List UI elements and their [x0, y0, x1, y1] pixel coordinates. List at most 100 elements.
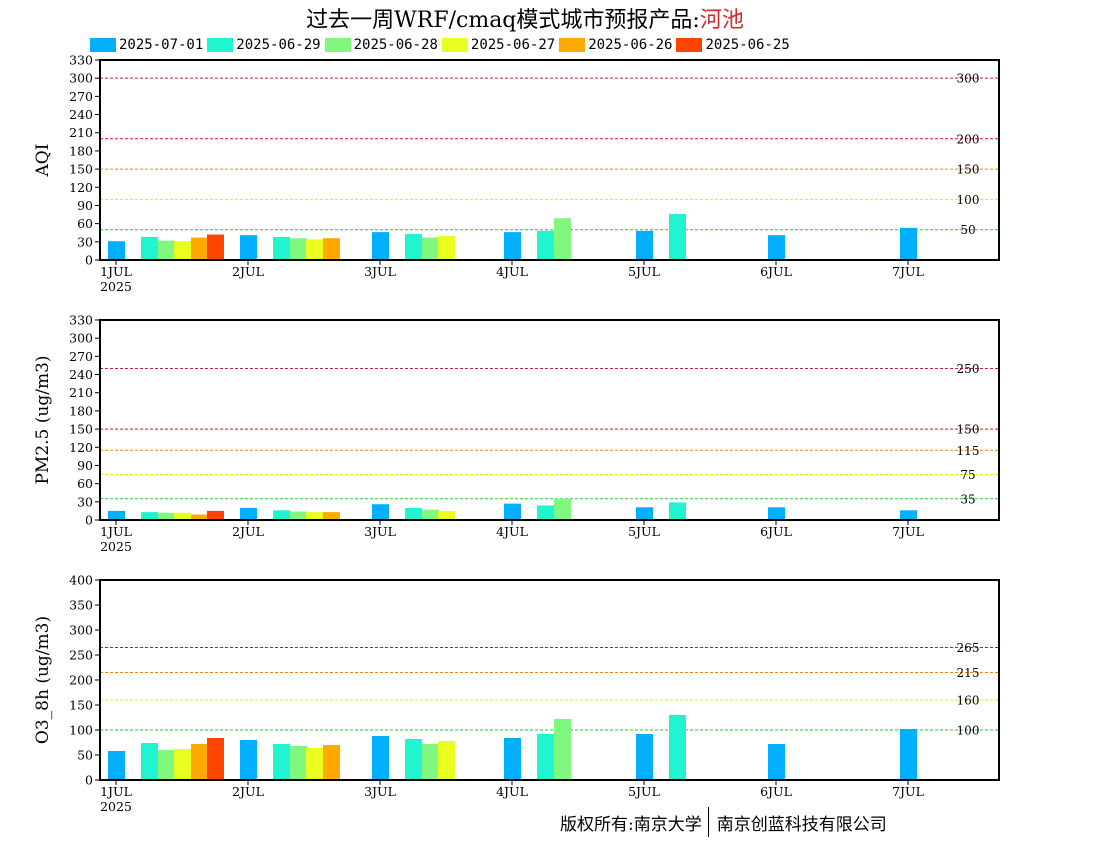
- bar: [191, 237, 208, 260]
- x-tick-label: 7JUL: [892, 264, 924, 279]
- y-tick-label: 150: [69, 162, 93, 177]
- company-text: 南京创蓝科技有限公司: [716, 814, 887, 835]
- y-tick-label: 90: [77, 458, 93, 473]
- bar: [554, 498, 571, 520]
- legend-swatch: [90, 38, 116, 52]
- x-tick-label: 2JUL: [232, 784, 264, 799]
- legend-label: 2025-06-27: [470, 37, 556, 53]
- bar: [438, 510, 455, 520]
- x-tick-label: 7JUL: [892, 784, 924, 799]
- bar: [768, 744, 785, 780]
- bar: [207, 234, 224, 260]
- bar: [174, 512, 191, 520]
- bar: [554, 719, 571, 780]
- legend-swatch: [441, 38, 468, 52]
- plot-frame: [99, 319, 1000, 521]
- bar: [158, 750, 175, 780]
- bar: [422, 509, 439, 520]
- y-axis-label: O3_8h (ug/m3): [33, 616, 53, 744]
- bar: [191, 744, 208, 780]
- bar: [323, 512, 340, 520]
- bar: [174, 241, 191, 260]
- bar: [191, 514, 208, 520]
- x-tick-label: 6JUL: [760, 264, 792, 279]
- y-tick-label: 0: [85, 773, 93, 788]
- x-tick-label: 4JUL: [496, 784, 528, 799]
- bar: [158, 512, 175, 520]
- threshold-label: 200: [957, 132, 980, 146]
- bar: [537, 230, 554, 260]
- y-tick-label: 90: [77, 198, 93, 213]
- y-tick-label: 250: [69, 648, 93, 663]
- y-tick-label: 300: [69, 331, 93, 346]
- bar: [290, 511, 307, 520]
- bar: [141, 512, 158, 520]
- legend-swatch: [324, 38, 351, 52]
- y-tick-label: 150: [69, 422, 93, 437]
- y-tick-label: 50: [77, 748, 93, 763]
- bar: [306, 748, 323, 780]
- legend-item: 2025-06-26: [559, 36, 672, 54]
- x-tick-label: 3JUL: [364, 524, 396, 539]
- bar: [290, 238, 307, 260]
- bar: [141, 743, 158, 780]
- bar: [273, 236, 290, 260]
- copyright-separator: [707, 807, 709, 837]
- y-tick-label: 240: [69, 367, 93, 382]
- bar: [273, 744, 290, 780]
- x-tick-label: 6JUL: [760, 524, 792, 539]
- y-tick-label: 330: [69, 313, 93, 328]
- bar: [669, 213, 686, 260]
- city-name: 河池: [699, 8, 744, 33]
- plot-frame: [99, 579, 1000, 781]
- legend-swatch: [676, 38, 703, 52]
- x-tick-label: 4JUL: [496, 264, 528, 279]
- threshold-label: 250: [957, 362, 980, 376]
- y-axis-label: PM2.5 (ug/m3): [33, 355, 53, 484]
- bar: [240, 235, 257, 260]
- threshold-label: 300: [957, 72, 980, 86]
- bar: [900, 227, 917, 260]
- bar: [669, 502, 686, 520]
- y-tick-label: 270: [69, 349, 93, 364]
- legend-item: 2025-06-25: [676, 36, 790, 54]
- x-tick-label: 4JUL: [496, 524, 528, 539]
- y-tick-label: 300: [69, 71, 93, 86]
- chart-panel: 0 50 100 150 200 250 300 350 400 O3_8h (ug/m3) 265…: [33, 573, 1000, 814]
- bar: [768, 235, 785, 260]
- bar: [669, 715, 686, 780]
- bar: [900, 510, 917, 520]
- bar: [636, 734, 653, 780]
- x-tick-label: 2JUL: [232, 264, 264, 279]
- bar: [405, 233, 422, 260]
- bar: [636, 507, 653, 520]
- x-year-label: 2025: [100, 279, 132, 294]
- bar: [306, 239, 323, 260]
- x-year-label: 2025: [100, 539, 132, 554]
- copyright: 版权所有:南京大学 南京创蓝科技有限公司: [560, 806, 887, 838]
- bar: [323, 745, 340, 780]
- bar: [405, 507, 422, 520]
- threshold-label: 265: [957, 641, 980, 655]
- y-tick-label: 180: [69, 403, 93, 418]
- threshold-label: 215: [957, 666, 980, 680]
- bar: [636, 230, 653, 260]
- y-tick-label: 400: [69, 573, 93, 588]
- threshold-label: 150: [957, 163, 980, 177]
- y-tick-label: 0: [85, 513, 93, 528]
- threshold-label: 115: [957, 444, 980, 458]
- y-tick-label: 120: [69, 180, 93, 195]
- bar: [273, 510, 290, 520]
- bar: [372, 736, 389, 780]
- y-tick-label: 330: [69, 53, 93, 68]
- y-tick-label: 240: [69, 107, 93, 122]
- bar: [504, 503, 521, 520]
- y-tick-label: 180: [69, 143, 93, 158]
- bar: [372, 232, 389, 260]
- x-tick-label: 3JUL: [364, 264, 396, 279]
- bar: [141, 236, 158, 260]
- bar: [207, 510, 224, 520]
- bar: [768, 507, 785, 520]
- bar: [372, 504, 389, 520]
